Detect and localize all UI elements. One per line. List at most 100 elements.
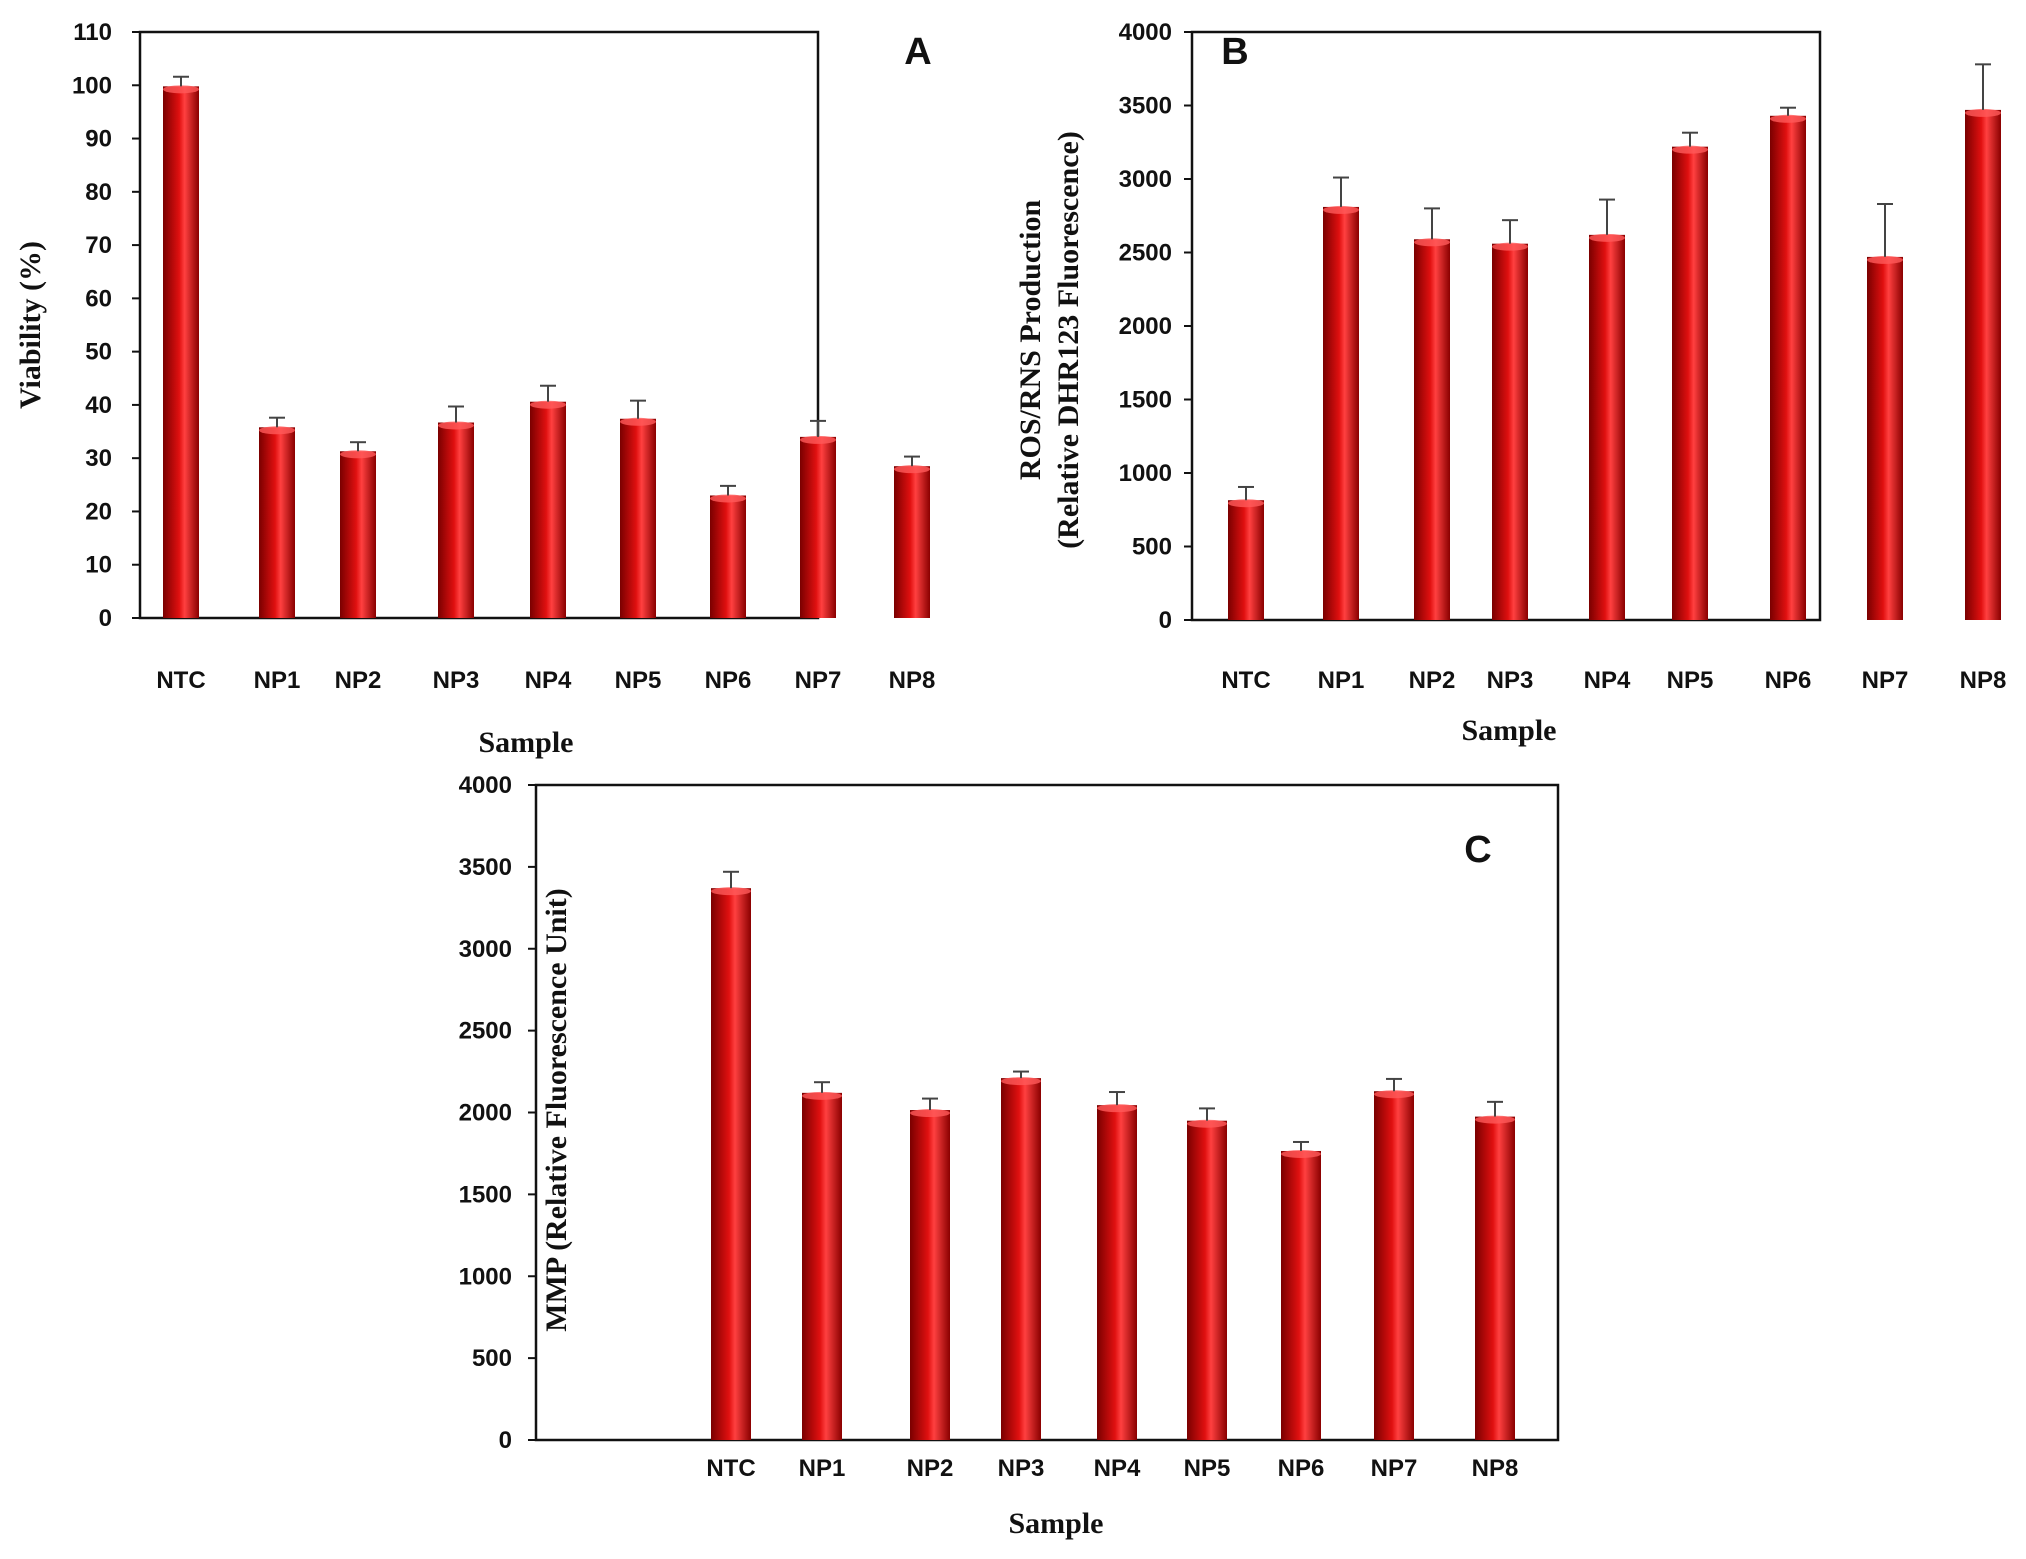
panel-a-chart: 0 10 20 30 40 50 60 70 80 90 100 110 NTC NP1 NP2 NP3 NP4…: [14, 19, 935, 759]
y-tick-label: 50: [85, 339, 112, 366]
bar-cap-np5: [1187, 1119, 1227, 1128]
bar-cap-ntc: [163, 85, 199, 94]
bar-cap-np2: [910, 1109, 950, 1118]
panel-letter-a: A: [904, 31, 931, 73]
bar-cap-np3: [1001, 1077, 1041, 1086]
y-tick-label: 2000: [1119, 313, 1172, 340]
bar-cap-np1: [1323, 205, 1359, 214]
y-tick-label: 80: [85, 179, 112, 206]
y-axis-title: Viability (%): [14, 241, 47, 409]
y-tick-label: 1000: [459, 1263, 512, 1290]
bar-cap-np8: [1965, 108, 2001, 117]
x-tick-label: NP6: [705, 667, 752, 694]
y-tick-label: 3500: [459, 854, 512, 881]
y-axis-title-line-2: (Relative DHR123 Fluorescence): [1052, 131, 1085, 549]
bar-np5: [1672, 146, 1708, 620]
bar-cap-np8: [894, 465, 930, 474]
bar-cap-np7: [800, 435, 836, 444]
panel-c-chart: 0 500 1000 1500 2000 2500 3000 3500 4000 NTC NP1 NP…: [459, 772, 1560, 1540]
y-tick-label: 0: [99, 605, 112, 632]
x-tick-label: NP7: [795, 667, 842, 694]
x-tick-label: NP1: [799, 1455, 846, 1482]
bar-cap-np1: [259, 426, 295, 435]
x-tick-label: NP3: [433, 667, 480, 694]
y-tick-label: 10: [85, 552, 112, 579]
bar-cap-np6: [1770, 114, 1806, 123]
x-tick-label: NP8: [889, 667, 936, 694]
bar-np3: [438, 422, 474, 618]
x-tick-label: NP2: [335, 667, 382, 694]
bar-np3: [1001, 1078, 1041, 1440]
y-tick-label: 100: [72, 72, 112, 99]
x-tick-label: NP5: [1184, 1455, 1231, 1482]
bar-np2: [340, 451, 376, 618]
y-tick-label: 90: [85, 126, 112, 153]
x-tick-label: NP8: [1472, 1455, 1519, 1482]
bar-cap-np6: [1281, 1149, 1321, 1158]
bar-np7: [1374, 1091, 1414, 1440]
bar-cap-np4: [1097, 1104, 1137, 1113]
y-tick-label: 500: [1132, 534, 1172, 561]
x-tick-label: NTC: [1221, 667, 1270, 694]
x-tick-label: NP7: [1371, 1455, 1418, 1482]
plot-frame-a: [138, 30, 820, 620]
bar-cap-ntc: [711, 887, 751, 896]
bar-np1: [1323, 206, 1359, 620]
bar-np4: [1097, 1105, 1137, 1440]
y-tick-label: 1500: [1119, 387, 1172, 414]
y-tick-label: 3000: [459, 936, 512, 963]
bar-np1: [259, 427, 295, 618]
bar-cap-np7: [1374, 1090, 1414, 1099]
x-tick-label: NP2: [907, 1455, 954, 1482]
bar-np2: [910, 1110, 950, 1440]
x-tick-label: NP1: [254, 667, 301, 694]
y-tick-label: 70: [85, 232, 112, 259]
y-tick-label: 3000: [1119, 166, 1172, 193]
y-axis-title-line-1: ROS/RNS Production: [1014, 200, 1047, 481]
bar-cap-np2: [1414, 238, 1450, 247]
y-tick-label: 2500: [459, 1018, 512, 1045]
y-tick-label: 30: [85, 445, 112, 472]
x-tick-label: NP4: [525, 667, 572, 694]
bar-np8: [1475, 1116, 1515, 1440]
x-tick-label: NP5: [615, 667, 662, 694]
bar-cap-np3: [438, 421, 474, 430]
bar-np5: [620, 418, 656, 618]
x-axis-title: Sample: [1461, 714, 1556, 747]
bar-cap-np7: [1867, 255, 1903, 264]
bar-ntc: [1228, 500, 1264, 620]
x-tick-label: NTC: [156, 667, 205, 694]
bar-np8: [1965, 109, 2001, 620]
y-tick-label: 1500: [459, 1181, 512, 1208]
y-tick-label: 2000: [459, 1100, 512, 1127]
y-tick-label: 4000: [1119, 19, 1172, 46]
x-tick-label: NP8: [1960, 667, 2007, 694]
bar-np4: [530, 401, 566, 618]
bar-cap-np4: [530, 400, 566, 409]
y-axis-title: MMP (Relative Fluorescence Unit): [540, 888, 573, 1331]
bar-cap-np3: [1492, 242, 1528, 251]
bar-cap-np5: [620, 417, 656, 426]
x-tick-label: NP6: [1278, 1455, 1325, 1482]
bar-np6: [1770, 115, 1806, 620]
y-tick-label: 110: [73, 19, 112, 46]
x-tick-label: NP2: [1409, 667, 1456, 694]
x-tick-label: NP4: [1094, 1455, 1141, 1482]
bar-np6: [1281, 1150, 1321, 1440]
y-tick-label: 1000: [1119, 460, 1172, 487]
y-tick-label: 60: [85, 285, 112, 312]
bar-cap-np5: [1672, 145, 1708, 154]
x-tick-label: NP6: [1765, 667, 1812, 694]
bar-np7: [800, 436, 836, 618]
y-tick-label: 3500: [1119, 93, 1172, 120]
x-tick-label: NP7: [1862, 667, 1909, 694]
x-axis-title: Sample: [478, 726, 573, 759]
x-tick-label: NP1: [1318, 667, 1365, 694]
y-tick-label: 500: [472, 1345, 512, 1372]
bar-cap-np1: [802, 1091, 842, 1100]
bar-np3: [1492, 243, 1528, 620]
x-tick-label: NTC: [706, 1455, 755, 1482]
panel-b-chart: 0 500 1000 1500 2000 2500 3000 3500 4000 NTC NP1 NP…: [1014, 19, 2006, 747]
bar-ntc: [163, 86, 199, 618]
